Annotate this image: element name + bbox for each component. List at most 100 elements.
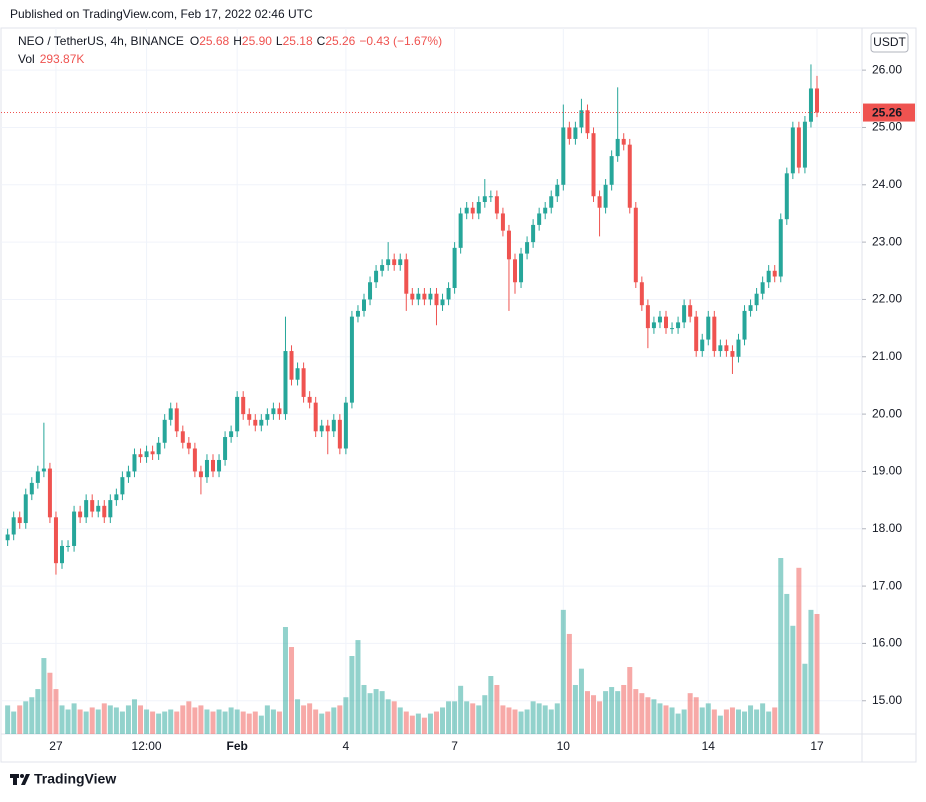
volume-bar: [174, 711, 180, 734]
volume-bar: [180, 705, 186, 734]
volume-bar: [276, 711, 282, 734]
candle-body: [271, 408, 276, 415]
volume-bar: [735, 709, 741, 734]
candle-body: [790, 127, 795, 174]
candle-body: [398, 259, 403, 266]
candle-body: [639, 282, 644, 306]
candle-body: [102, 505, 107, 518]
volume-bar: [440, 707, 446, 734]
volume-bar: [808, 609, 814, 734]
candle-body: [72, 511, 77, 546]
volume-bar: [41, 658, 47, 734]
legend-header: NEO / TetherUS, 4h, BINANCE O25.68 H25.90 L…: [18, 34, 442, 48]
candle-body: [331, 419, 336, 432]
volume-bar: [95, 709, 101, 734]
volume-bar: [107, 705, 113, 734]
candle-body: [573, 127, 578, 139]
volume-bar: [361, 684, 367, 734]
volume-bar: [325, 711, 331, 734]
grid: [1, 28, 862, 734]
volume-bars: [5, 558, 820, 734]
ohlc-key: L: [276, 34, 283, 48]
y-tick-label: 26.00: [872, 62, 902, 76]
candle-body: [694, 316, 699, 352]
volume-bar: [17, 705, 23, 734]
candle-body: [470, 207, 475, 214]
volume-bar: [47, 672, 53, 734]
candle-body: [724, 345, 729, 352]
candle-body: [531, 224, 536, 243]
candle-body: [229, 431, 234, 438]
volume-bar: [687, 693, 693, 734]
volume-bar: [705, 703, 711, 734]
x-tick-label: 10: [557, 739, 571, 753]
candle-body: [78, 511, 83, 518]
volume-bar: [536, 703, 542, 734]
candle-body: [657, 316, 662, 323]
candle-body: [259, 419, 264, 426]
volume-bar: [421, 717, 427, 734]
candle-body: [295, 368, 300, 380]
volume-bar: [198, 705, 204, 734]
volume-bar: [222, 711, 228, 734]
candle-body: [422, 293, 427, 300]
candle-body: [138, 454, 143, 458]
candle-body: [168, 408, 173, 420]
volume-bar: [77, 709, 83, 734]
x-tick-label: 12:00: [132, 739, 162, 753]
volume-bar: [264, 705, 270, 734]
volume-bar: [639, 693, 645, 734]
volume-bar: [343, 697, 349, 734]
volume-bar: [500, 705, 506, 734]
volume-bar: [681, 709, 687, 734]
volume-bar: [252, 711, 258, 734]
volume-bar: [319, 713, 325, 734]
candles: [1, 64, 862, 575]
ohlc-key: C: [317, 34, 326, 48]
volume-bar: [796, 567, 802, 734]
volume-bar: [729, 707, 735, 734]
volume-bar: [289, 647, 295, 734]
candle-body: [579, 110, 584, 128]
volume-bar: [615, 691, 621, 734]
candle-body: [150, 451, 155, 455]
candle-body: [796, 127, 801, 168]
volume-bar: [144, 709, 150, 734]
volume-bar: [566, 633, 572, 734]
ohlc-value: 25.68: [199, 34, 229, 48]
candle-body: [211, 459, 215, 472]
volume-bar: [597, 701, 603, 734]
candle-body: [289, 351, 294, 380]
volume-bar: [162, 711, 168, 734]
volume-bar: [349, 656, 355, 734]
ohlc-value: 25.90: [242, 34, 272, 48]
candle-body: [29, 482, 34, 495]
candle-body: [217, 459, 222, 472]
x-tick-label: 4: [343, 739, 350, 753]
candle-body: [114, 494, 119, 501]
volume-bar: [234, 709, 240, 734]
volume-bar: [204, 709, 210, 734]
candle-body: [808, 88, 813, 122]
candle-body: [772, 270, 777, 277]
candle-body: [488, 196, 493, 198]
volume-bar: [113, 707, 119, 734]
candle-body: [374, 270, 379, 283]
volume-bar: [591, 695, 597, 734]
candle-body: [712, 316, 717, 352]
volume-bar: [403, 711, 409, 734]
volume-bar: [240, 711, 246, 734]
volume-bar: [301, 705, 307, 734]
volume-bar: [717, 715, 723, 734]
change: −0.43 (−1.67%): [359, 34, 442, 48]
volume-bar: [192, 707, 198, 734]
volume-bar: [228, 707, 234, 734]
volume-bar: [760, 703, 766, 734]
last-price-box: [863, 103, 915, 122]
volume-bar: [464, 701, 470, 734]
candle-body: [186, 442, 191, 449]
candle-body: [11, 517, 16, 535]
volume-bar: [35, 689, 41, 734]
y-tick-label: 22.00: [872, 292, 902, 306]
volume-bar: [609, 687, 615, 734]
